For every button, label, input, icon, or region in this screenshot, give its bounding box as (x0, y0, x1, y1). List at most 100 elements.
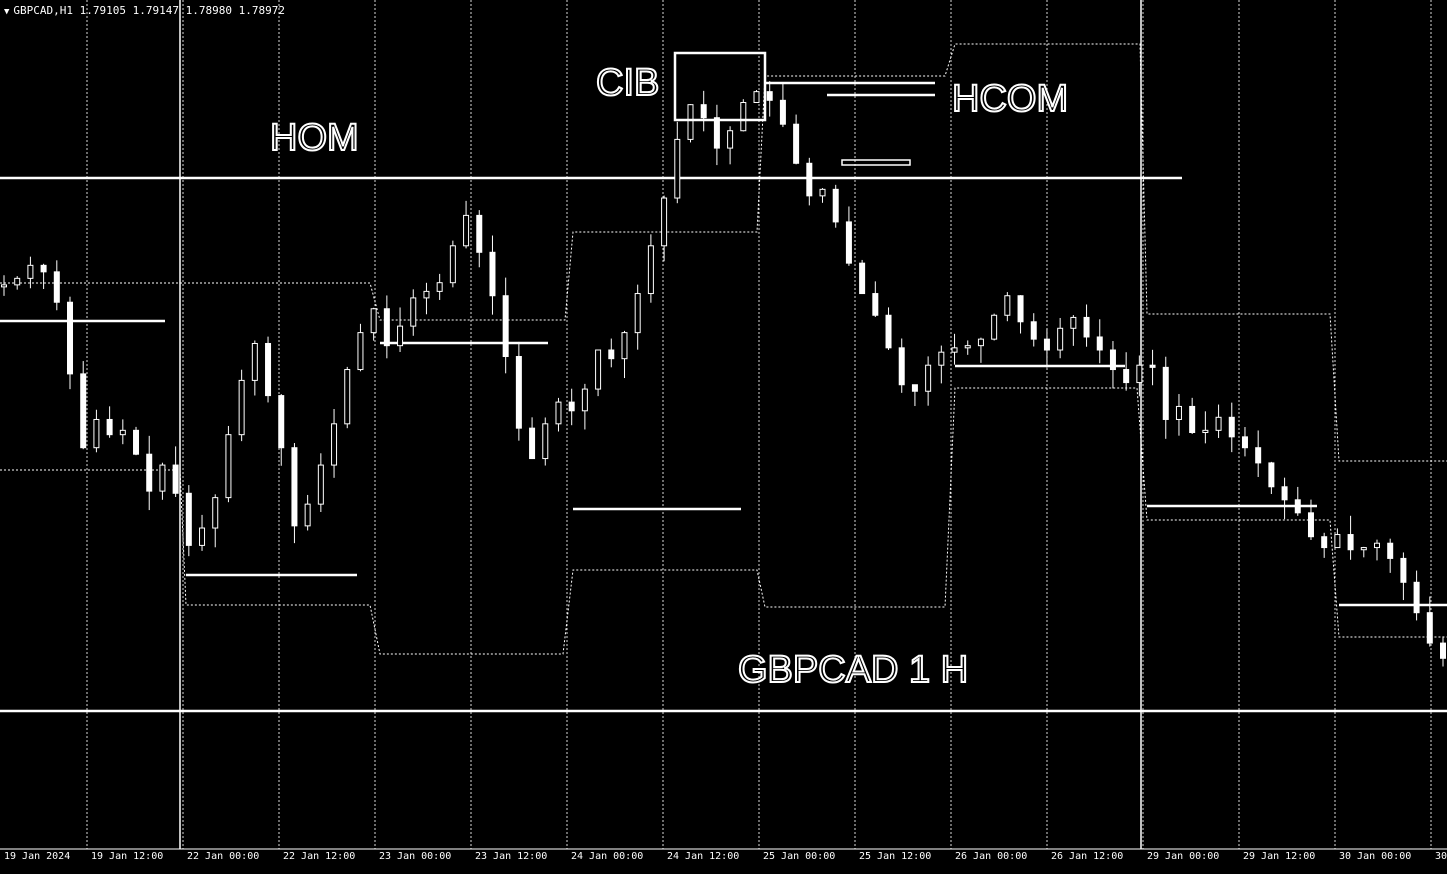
candle-body (1360, 547, 1367, 551)
candle-body (1189, 405, 1196, 433)
candle-body (1070, 316, 1077, 329)
candlestick-series (1, 81, 1446, 667)
candle-body (449, 245, 456, 284)
collapse-arrow-icon[interactable]: ▼ (4, 7, 10, 17)
x-tick-label: 19 Jan 12:00 (91, 851, 164, 862)
vertical-grid (86, 0, 1432, 849)
x-tick-label: 26 Jan 00:00 (955, 851, 1028, 862)
x-tick-label: 25 Jan 00:00 (763, 851, 836, 862)
candle-body (1057, 327, 1064, 351)
candle-body (212, 497, 219, 529)
candle-body (938, 351, 945, 366)
candle-body (793, 123, 800, 164)
candle-body (845, 221, 852, 264)
candle-body (1136, 364, 1143, 384)
ticker-low: 1.78980 (185, 4, 232, 17)
candle-body (331, 423, 338, 466)
candle-body (542, 423, 549, 460)
candle-body (370, 308, 377, 334)
candle-body (225, 434, 232, 499)
candle-body (819, 188, 826, 197)
candle-body (1413, 581, 1420, 614)
candle-body (1215, 416, 1222, 431)
candle-body (1294, 499, 1301, 514)
x-tick-label: 30 (1435, 851, 1447, 862)
candle-body (463, 214, 470, 247)
candle-body (1109, 349, 1116, 371)
cib-box (673, 51, 767, 122)
x-tick-label: 29 Jan 00:00 (1147, 851, 1220, 862)
candle-body (1400, 557, 1407, 583)
candle-body (951, 347, 958, 353)
candle-body (647, 245, 654, 295)
hcom-zone-box (841, 159, 911, 166)
candle-body (925, 364, 932, 392)
ticker-close: 1.78972 (238, 4, 285, 17)
candle-body (1017, 295, 1024, 323)
x-tick-label: 26 Jan 12:00 (1051, 851, 1124, 862)
cib-label: CIB (595, 62, 660, 104)
candle-body (423, 290, 430, 299)
candle-body (700, 104, 707, 119)
candle-body (608, 349, 615, 360)
candle-body (93, 418, 100, 449)
ticker-high: 1.79147 (132, 4, 179, 17)
candle-body (1373, 542, 1380, 549)
candle-body (40, 264, 47, 273)
candle-body (661, 197, 668, 247)
candle-body (344, 369, 351, 425)
candle-body (397, 325, 404, 347)
candle-body (859, 262, 866, 295)
candle-body (67, 301, 74, 375)
candle-body (713, 117, 720, 149)
candle-body (278, 395, 285, 449)
candle-body (357, 332, 364, 371)
candle-body (172, 464, 179, 494)
candle-body (581, 388, 588, 412)
candle-body (806, 162, 813, 197)
x-tick-label: 29 Jan 12:00 (1243, 851, 1316, 862)
candle-body (106, 418, 113, 436)
candle-body (185, 492, 192, 546)
candle-body (199, 527, 206, 546)
candle-body (1162, 366, 1169, 420)
candle-body (14, 277, 21, 286)
candle-body (555, 401, 562, 425)
candle-body (502, 295, 509, 358)
candle-body (766, 91, 773, 101)
candle-body (1, 284, 7, 288)
candle-body (291, 447, 298, 527)
level-lines (0, 43, 1447, 713)
annotation-boxes (673, 51, 767, 122)
candle-body (1255, 447, 1262, 464)
candle-body (1043, 338, 1050, 351)
candle-body (1241, 436, 1248, 449)
candle-body (317, 464, 324, 505)
ticker-symbol: GBPCAD,H1 (13, 4, 74, 17)
candle-body (964, 345, 971, 349)
candle-body (634, 293, 641, 334)
hcom-label: HCOM (951, 78, 1069, 120)
candle-body (1030, 321, 1037, 340)
candle-body (119, 429, 126, 436)
x-tick-label: 24 Jan 12:00 (667, 851, 740, 862)
x-tick-label: 25 Jan 12:00 (859, 851, 932, 862)
candle-body (687, 104, 694, 140)
candle-body (436, 282, 443, 292)
candle-body (1307, 512, 1314, 538)
candle-body (238, 379, 245, 436)
candle-body (251, 342, 258, 381)
candle-body (595, 349, 602, 390)
candle-body (1004, 295, 1011, 316)
candle-body (1387, 542, 1394, 559)
candle-body (1334, 534, 1341, 549)
candle-body (568, 401, 575, 412)
candle-body (621, 332, 628, 360)
candle-body (885, 314, 892, 349)
candle-body (304, 503, 311, 527)
candle-body (1149, 364, 1156, 368)
candle-body (1440, 642, 1446, 659)
x-tick-label: 23 Jan 12:00 (475, 851, 548, 862)
x-tick-label: 24 Jan 00:00 (571, 851, 644, 862)
